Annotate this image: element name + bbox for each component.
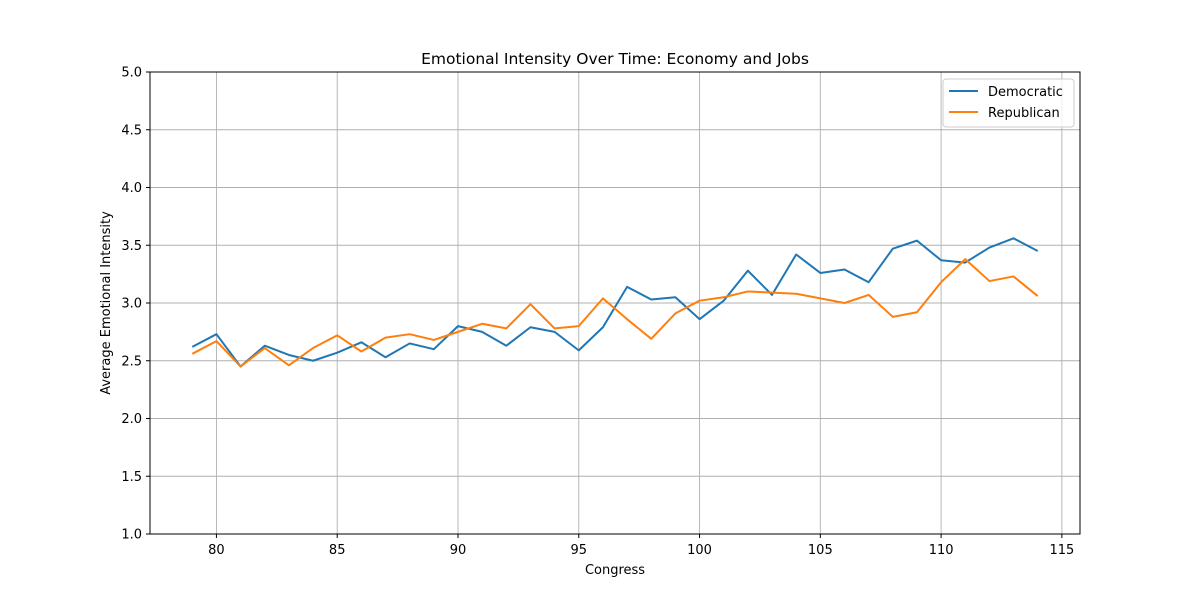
x-tick-label: 80 [208, 543, 225, 558]
x-tick-label: 100 [687, 543, 712, 558]
y-tick-label: 2.0 [121, 412, 142, 427]
x-tick-label: 105 [808, 543, 833, 558]
series-line-republican [191, 258, 1039, 368]
y-tick-label: 1.5 [121, 470, 142, 485]
y-tick-label: 1.0 [121, 528, 142, 543]
y-tick-label: 3.5 [121, 239, 142, 254]
series-line-democratic [191, 237, 1039, 368]
y-tick-label: 2.5 [121, 354, 142, 369]
y-tick-label: 5.0 [121, 66, 142, 81]
y-tick-label: 3.0 [121, 297, 142, 312]
y-tick-label: 4.5 [121, 123, 142, 138]
gridlines [150, 71, 1080, 535]
x-axis-label: Congress [585, 563, 645, 578]
legend-label-democratic: Democratic [988, 85, 1063, 100]
chart-title: Emotional Intensity Over Time: Economy a… [421, 50, 809, 68]
series-layer [191, 237, 1039, 368]
x-axis: 80 85 90 95 100 105 110 115 [208, 534, 1074, 558]
x-tick-label: 85 [329, 543, 346, 558]
y-tick-label: 4.0 [121, 181, 142, 196]
y-axis: 1.0 1.5 2.0 2.5 3.0 3.5 4.0 4.5 5.0 [121, 66, 150, 543]
x-tick-label: 90 [450, 543, 467, 558]
legend-label-republican: Republican [988, 106, 1060, 121]
x-tick-label: 95 [570, 543, 587, 558]
x-tick-label: 110 [929, 543, 954, 558]
x-tick-label: 115 [1049, 543, 1074, 558]
y-axis-label: Average Emotional Intensity [99, 211, 114, 395]
legend: Democratic Republican [942, 78, 1075, 128]
